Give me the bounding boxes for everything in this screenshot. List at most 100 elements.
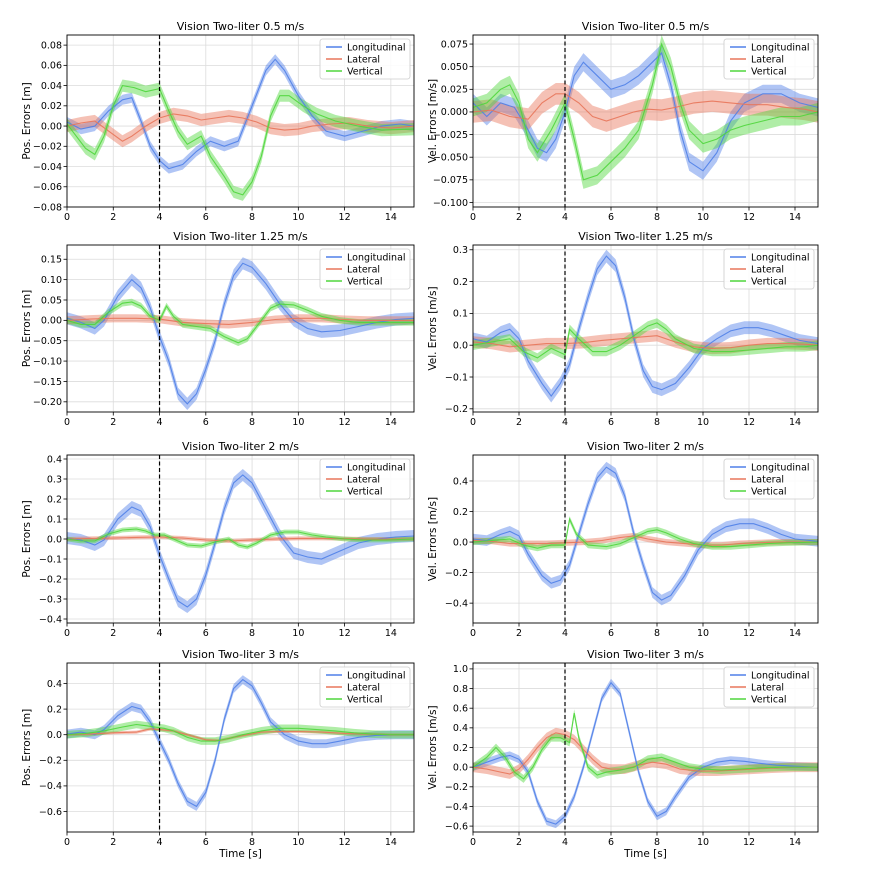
- y-tick-label: −0.1: [39, 554, 62, 565]
- y-tick-label: 0.3: [453, 245, 468, 256]
- legend-label-lateral: Lateral: [347, 265, 380, 276]
- legend-label-lateral: Lateral: [751, 475, 784, 486]
- x-tick-label: 10: [697, 628, 709, 639]
- panel-title: Vision Two-liter 2 m/s: [587, 440, 704, 453]
- x-tick-label: 8: [654, 837, 660, 848]
- x-tick-label: 6: [608, 837, 614, 848]
- axes-frame: [66, 662, 415, 833]
- x-tick-label: 14: [385, 628, 397, 639]
- x-tick-label: 0: [470, 628, 476, 639]
- legend-label-vertical: Vertical: [347, 67, 383, 78]
- line-longitudinal: [67, 474, 414, 608]
- y-tick-label: 0.1: [47, 514, 62, 525]
- legend-box: [723, 248, 815, 290]
- y-tick-label: −0.100: [433, 198, 468, 209]
- x-tick-label: 10: [697, 417, 709, 428]
- line-lateral: [473, 732, 818, 775]
- line-vertical: [473, 712, 818, 780]
- line-longitudinal: [67, 58, 414, 170]
- x-tick-label: 6: [608, 212, 614, 223]
- x-tick-label: 2: [516, 628, 522, 639]
- y-tick-label: −0.02: [33, 142, 62, 153]
- x-axis-label: Time [s]: [218, 848, 262, 860]
- x-tick-label: 12: [743, 628, 755, 639]
- y-tick-label: 0.2: [453, 743, 468, 754]
- x-tick-label: 4: [157, 417, 163, 428]
- x-tick-label: 14: [385, 417, 397, 428]
- y-tick-label: −0.2: [39, 574, 62, 585]
- panel-5: 0 2 4 6 8 10 12 14 −0.4 −0.3 −0.2 −0.1 0.0 0.1 0.2 0.3 0…: [21, 440, 415, 639]
- y-tick-label: −0.025: [433, 130, 468, 141]
- panel-title: Vision Two-liter 3 m/s: [587, 648, 704, 661]
- y-axis-label: Vel. Errors [m/s]: [427, 497, 439, 581]
- x-tick-label: 0: [64, 837, 70, 848]
- y-tick-label: −0.20: [33, 397, 62, 408]
- band-lateral: [67, 107, 414, 148]
- band-longitudinal: [67, 675, 414, 811]
- panel-4: 0 2 4 6 8 10 12 14 −0.2 −0.1 0.0 0.1 0.2 0.3 Vision Tw…: [427, 230, 819, 428]
- line-longitudinal: [473, 52, 818, 172]
- x-tick-label: 8: [654, 212, 660, 223]
- x-tick-label: 4: [157, 212, 163, 223]
- series-group: [67, 54, 414, 201]
- series-group: [67, 257, 414, 410]
- y-tick-label: 0.2: [453, 507, 468, 518]
- y-axis-label: Pos. Errors [m]: [21, 82, 33, 159]
- legend-box: [319, 666, 411, 708]
- line-lateral: [67, 317, 414, 325]
- x-tick-label: 12: [743, 837, 755, 848]
- y-axis-label: Pos. Errors [m]: [21, 290, 33, 367]
- y-tick-label: −0.04: [33, 162, 62, 173]
- x-tick-label: 10: [292, 837, 304, 848]
- x-tick-label: 0: [64, 628, 70, 639]
- legend-label-lateral: Lateral: [347, 683, 380, 694]
- series-group: [473, 35, 818, 189]
- band-lateral: [473, 727, 818, 779]
- x-tick-label: 14: [789, 837, 801, 848]
- y-tick-label: −0.2: [445, 568, 468, 579]
- x-tick-label: 2: [516, 837, 522, 848]
- legend-label-lateral: Lateral: [347, 55, 380, 66]
- y-tick-label: 0.4: [47, 454, 62, 465]
- legend-label-lateral: Lateral: [347, 475, 380, 486]
- x-tick-label: 2: [110, 837, 116, 848]
- y-tick-label: −0.06: [33, 182, 62, 193]
- x-tick-label: 10: [292, 628, 304, 639]
- legend-label-lateral: Lateral: [751, 265, 784, 276]
- y-tick-label: 0.0: [453, 537, 468, 548]
- x-tick-label: 2: [110, 212, 116, 223]
- line-vertical: [67, 84, 414, 196]
- x-tick-label: 10: [292, 212, 304, 223]
- line-lateral: [473, 93, 818, 122]
- series-group: [67, 469, 414, 613]
- legend-label-longitudinal: Longitudinal: [751, 253, 810, 264]
- x-tick-label: 4: [157, 628, 163, 639]
- band-longitudinal: [67, 257, 414, 410]
- y-tick-label: −0.6: [39, 807, 62, 818]
- y-tick-label: 0.00: [41, 121, 62, 132]
- band-vertical: [473, 709, 818, 783]
- x-tick-label: 8: [249, 837, 255, 848]
- panel-6: 0 2 4 6 8 10 12 14 −0.4 −0.2 0.0 0.2 0.4 Vision Two-l…: [427, 440, 819, 639]
- x-tick-label: 8: [654, 628, 660, 639]
- x-tick-label: 6: [203, 628, 209, 639]
- y-tick-label: −0.2: [445, 404, 468, 415]
- x-tick-label: 2: [110, 417, 116, 428]
- band-lateral: [67, 727, 414, 742]
- line-longitudinal: [473, 681, 818, 825]
- legend-box: [723, 38, 815, 80]
- legend-label-vertical: Vertical: [751, 695, 787, 706]
- y-tick-label: −0.075: [433, 175, 468, 186]
- panel-1: 0 2 4 6 8 10 12 14 −0.08 −0.06 −0.04 −0.02 0.00 0.02 0…: [21, 20, 415, 223]
- x-tick-label: 6: [203, 837, 209, 848]
- legend-box: [723, 458, 815, 500]
- x-tick-label: 12: [743, 417, 755, 428]
- x-tick-label: 8: [249, 417, 255, 428]
- x-tick-label: 14: [789, 212, 801, 223]
